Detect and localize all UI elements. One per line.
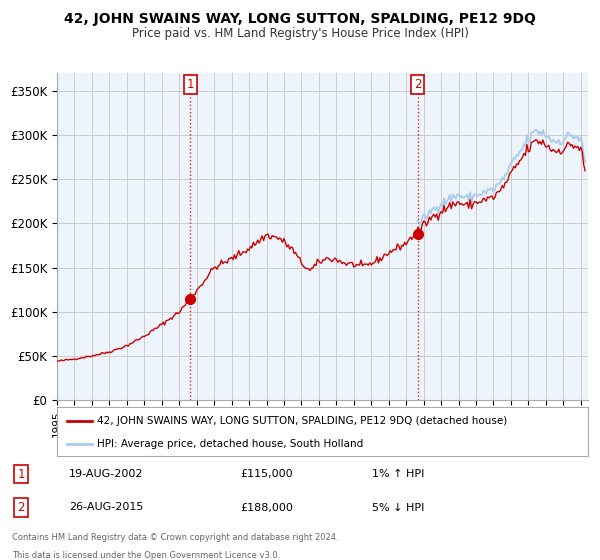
Text: 42, JOHN SWAINS WAY, LONG SUTTON, SPALDING, PE12 9DQ: 42, JOHN SWAINS WAY, LONG SUTTON, SPALDI… (64, 12, 536, 26)
Text: HPI: Average price, detached house, South Holland: HPI: Average price, detached house, Sout… (97, 438, 363, 449)
Text: Contains HM Land Registry data © Crown copyright and database right 2024.: Contains HM Land Registry data © Crown c… (12, 533, 338, 542)
Text: 1% ↑ HPI: 1% ↑ HPI (372, 469, 424, 479)
Text: 26-AUG-2015: 26-AUG-2015 (69, 502, 143, 512)
Text: £188,000: £188,000 (240, 502, 293, 512)
Text: 2: 2 (17, 501, 25, 514)
Text: 1: 1 (17, 468, 25, 480)
Text: Price paid vs. HM Land Registry's House Price Index (HPI): Price paid vs. HM Land Registry's House … (131, 27, 469, 40)
Text: 2: 2 (414, 78, 421, 91)
Text: 5% ↓ HPI: 5% ↓ HPI (372, 502, 424, 512)
Text: This data is licensed under the Open Government Licence v3.0.: This data is licensed under the Open Gov… (12, 551, 280, 560)
Text: 19-AUG-2002: 19-AUG-2002 (69, 469, 143, 479)
Text: 1: 1 (187, 78, 194, 91)
Text: £115,000: £115,000 (240, 469, 293, 479)
Text: 42, JOHN SWAINS WAY, LONG SUTTON, SPALDING, PE12 9DQ (detached house): 42, JOHN SWAINS WAY, LONG SUTTON, SPALDI… (97, 416, 507, 426)
